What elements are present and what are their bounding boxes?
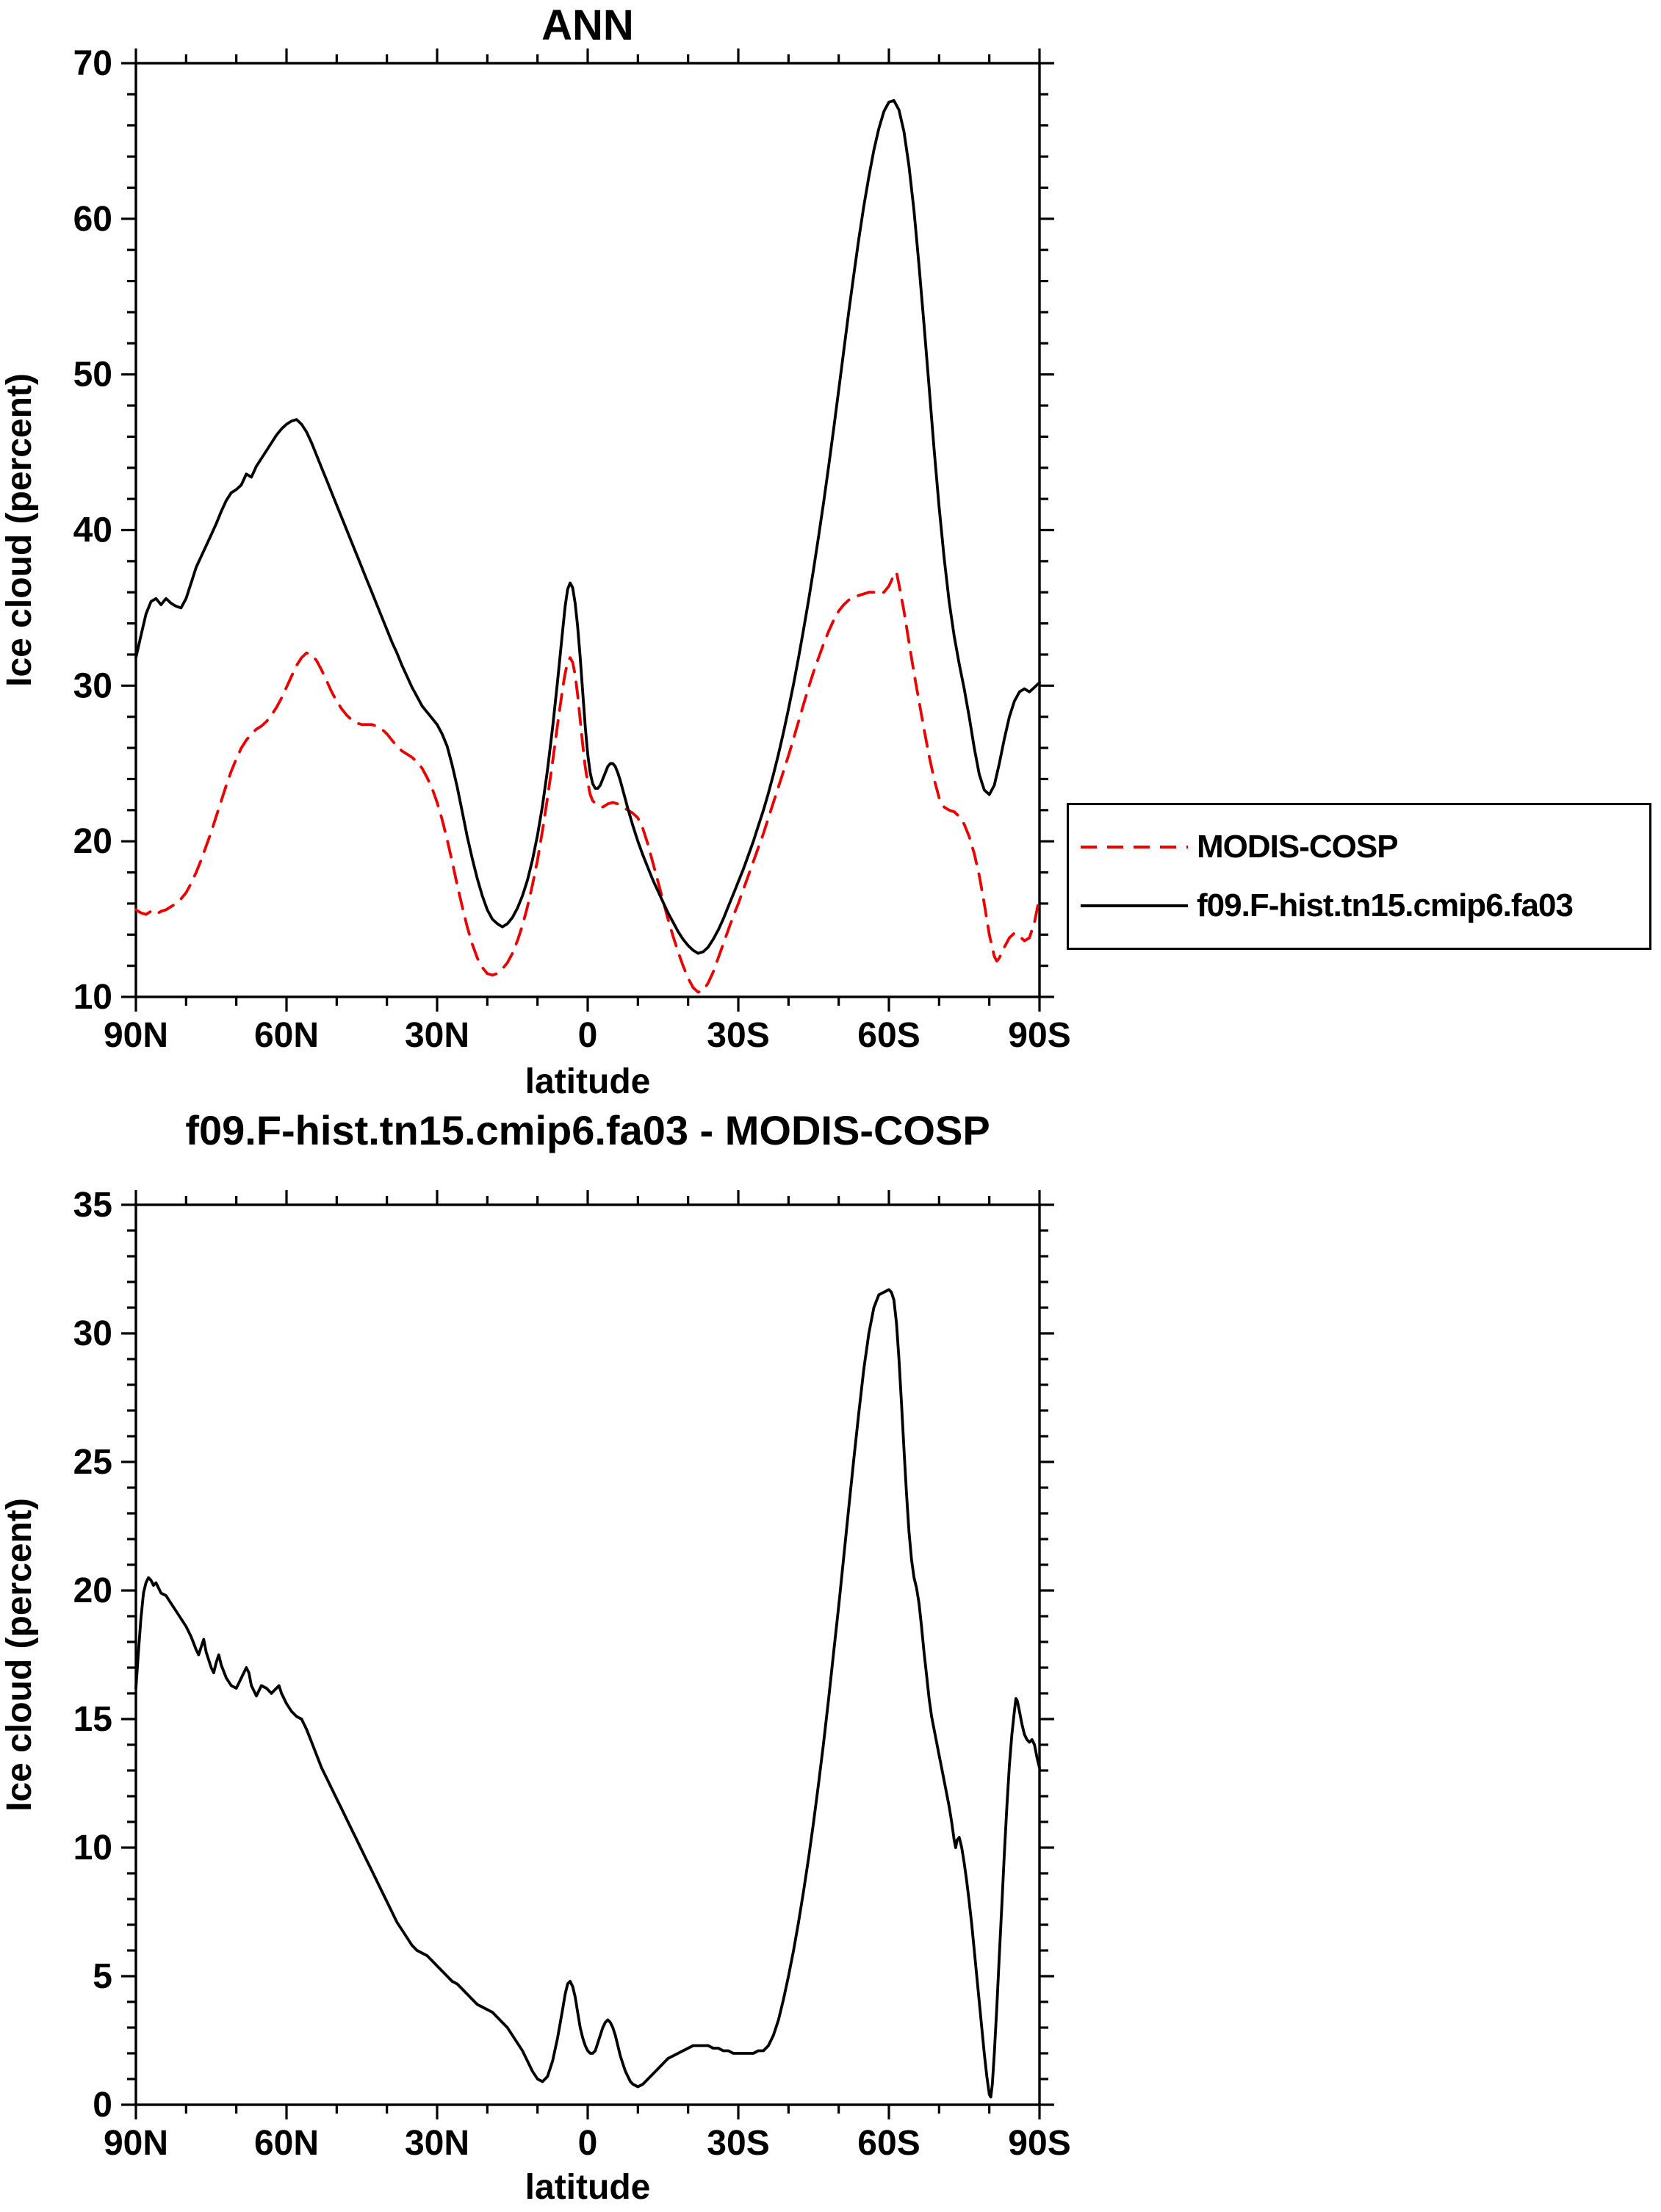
- ann-chart-canvas: 90N 60N 30N 0 30S 60S 90S 10 20 30 40 50 60 70 ANN lati…: [0, 1, 1071, 1101]
- legend-item-modis-cosp: MODIS-COSP: [1079, 829, 1639, 865]
- series-line-difference: [134, 1288, 1041, 2099]
- svg-text:60: 60: [73, 200, 112, 239]
- y-tick-labels: 0 5 10 15 20 25 30 35: [73, 1186, 112, 2125]
- x-axis-title: latitude: [525, 1062, 651, 1101]
- ann-chart: 90N 60N 30N 0 30S 60S 90S 10 20 30 40 50 60 70 ANN lati…: [0, 1, 1071, 1101]
- y-axis-title: Ice cloud (percent): [0, 1498, 39, 1812]
- svg-text:50: 50: [73, 356, 112, 395]
- plot-frame: [134, 62, 1041, 998]
- y-tick-labels: 10 20 30 40 50 60 70: [73, 44, 112, 1017]
- svg-text:60N: 60N: [254, 1016, 319, 1055]
- svg-text:70: 70: [73, 44, 112, 83]
- legend-label-modis-cosp: MODIS-COSP: [1197, 829, 1399, 865]
- series-line-f09-f-hist-tn15-cmip6-fa03: [134, 98, 1041, 955]
- svg-text:30S: 30S: [707, 2124, 769, 2163]
- plot-frame: [134, 1203, 1041, 2106]
- svg-text:10: 10: [73, 1829, 112, 1867]
- legend-item-model: f09.F-hist.tn15.cmip6.fa03: [1079, 887, 1639, 924]
- svg-text:0: 0: [578, 1016, 598, 1055]
- tick-marks: [121, 1190, 1054, 2119]
- legend-label-model: f09.F-hist.tn15.cmip6.fa03: [1197, 887, 1574, 923]
- y-axis-title: Ice cloud (percent): [0, 373, 39, 687]
- svg-text:10: 10: [73, 978, 112, 1017]
- x-axis-title: latitude: [525, 2168, 651, 2207]
- svg-text:90S: 90S: [1008, 2124, 1070, 2163]
- svg-text:90S: 90S: [1008, 1016, 1070, 1055]
- svg-text:5: 5: [93, 1957, 112, 1996]
- legend-box: MODIS-COSP f09.F-hist.tn15.cmip6.fa03: [1067, 803, 1651, 950]
- svg-text:25: 25: [73, 1443, 112, 1482]
- chart-title: ANN: [541, 1, 634, 49]
- svg-text:40: 40: [73, 511, 112, 550]
- svg-text:90N: 90N: [104, 2124, 168, 2163]
- series-line-modis-cosp: [134, 570, 1041, 994]
- tick-marks: [121, 48, 1054, 1012]
- legend-dashed-line-sample: [1081, 846, 1188, 849]
- svg-text:60S: 60S: [857, 2124, 920, 2163]
- svg-text:90N: 90N: [104, 1016, 168, 1055]
- svg-text:60N: 60N: [254, 2124, 319, 2163]
- svg-text:30: 30: [73, 666, 112, 705]
- svg-text:60S: 60S: [857, 1016, 920, 1055]
- x-tick-labels: 90N 60N 30N 0 30S 60S 90S: [104, 1016, 1071, 1055]
- x-tick-labels: 90N 60N 30N 0 30S 60S 90S: [104, 2124, 1071, 2163]
- svg-text:15: 15: [73, 1700, 112, 1739]
- svg-text:30S: 30S: [707, 1016, 769, 1055]
- svg-text:30: 30: [73, 1314, 112, 1353]
- svg-text:20: 20: [73, 1571, 112, 1610]
- svg-text:30N: 30N: [405, 1016, 469, 1055]
- chart-title: f09.F-hist.tn15.cmip6.fa03 - MODIS-COSP: [185, 1107, 990, 1153]
- svg-text:35: 35: [73, 1186, 112, 1225]
- difference-chart-canvas: 90N 60N 30N 0 30S 60S 90S 0 5 10 15 20 25 30 35 f09.F-h…: [0, 1107, 1071, 2207]
- svg-text:20: 20: [73, 822, 112, 861]
- svg-text:0: 0: [578, 2124, 598, 2163]
- svg-text:30N: 30N: [405, 2124, 469, 2163]
- legend-solid-line-sample: [1081, 904, 1188, 907]
- svg-text:0: 0: [93, 2086, 112, 2125]
- difference-chart: 90N 60N 30N 0 30S 60S 90S 0 5 10 15 20 25 30 35 f09.F-h…: [0, 1107, 1071, 2207]
